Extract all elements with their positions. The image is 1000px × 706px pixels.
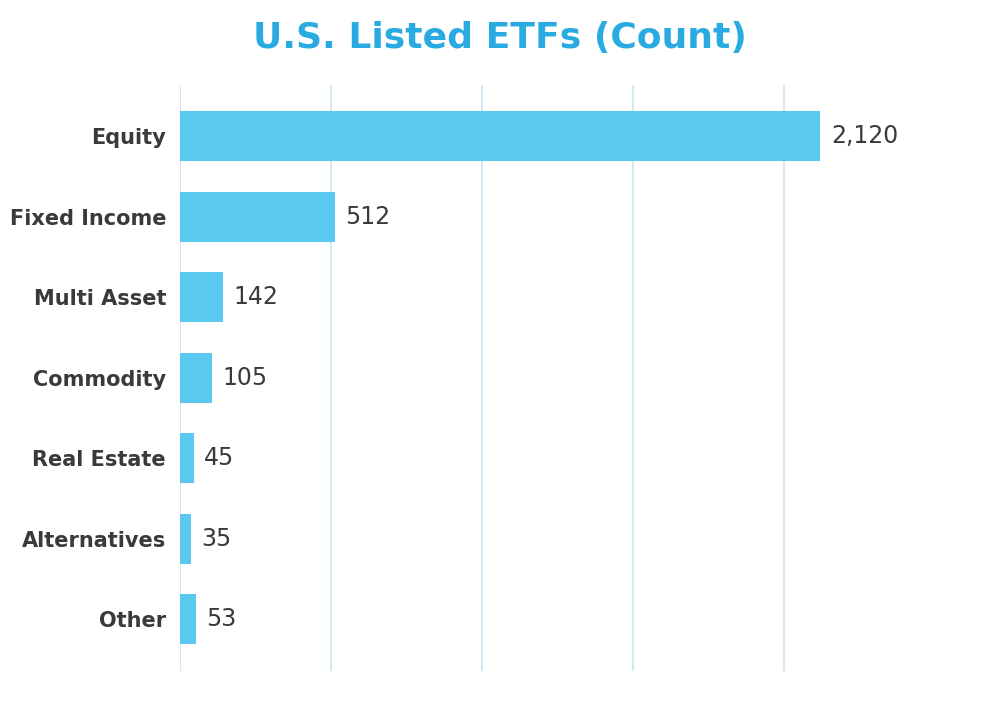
Bar	[180, 433, 194, 483]
Bar	[180, 273, 223, 322]
Text: 45: 45	[204, 446, 234, 470]
Bar	[180, 112, 820, 161]
Bar	[180, 514, 191, 563]
Text: 35: 35	[201, 527, 231, 551]
Bar	[180, 353, 212, 402]
Bar	[180, 192, 335, 241]
Text: U.S. Listed ETFs (Count): U.S. Listed ETFs (Count)	[253, 21, 747, 55]
Text: 53: 53	[207, 607, 237, 631]
Text: 105: 105	[222, 366, 267, 390]
Text: 142: 142	[233, 285, 278, 309]
Text: 2,120: 2,120	[831, 124, 898, 148]
Text: 512: 512	[345, 205, 390, 229]
Bar	[180, 594, 196, 644]
